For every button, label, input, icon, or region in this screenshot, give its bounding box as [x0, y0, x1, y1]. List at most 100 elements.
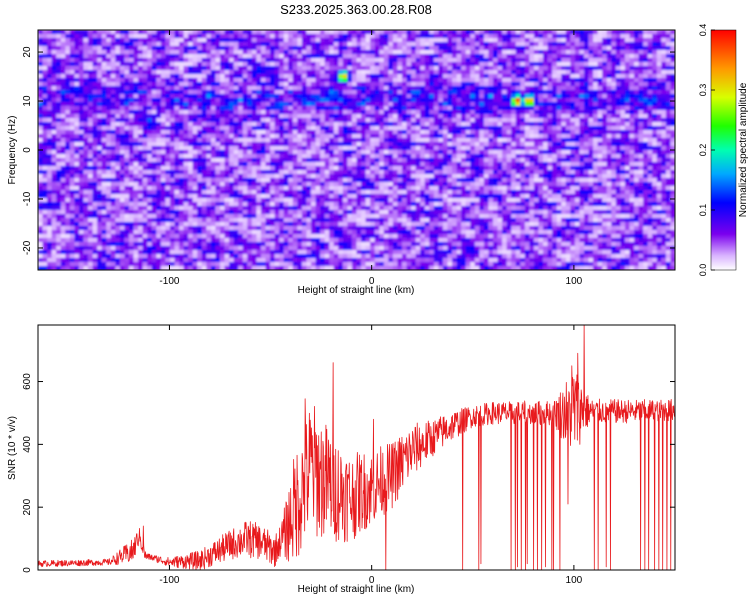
heatmap-cell	[92, 34, 98, 39]
heatmap-cell	[51, 154, 57, 159]
heatmap-cell	[356, 86, 362, 91]
heatmap-cell	[429, 70, 435, 75]
heatmap-cell	[579, 50, 585, 55]
heatmap-cell	[115, 138, 121, 143]
heatmap-cell	[347, 154, 353, 159]
heatmap-cell	[383, 70, 389, 75]
heatmap-cell	[356, 54, 362, 59]
heatmap-cell	[60, 110, 66, 115]
heatmap-cell	[634, 162, 640, 167]
heatmap-cell	[379, 98, 385, 103]
heatmap-cell	[520, 86, 526, 91]
heatmap-cell	[292, 102, 298, 107]
heatmap-cell	[615, 42, 621, 47]
heatmap-cell	[110, 86, 116, 91]
heatmap-cell	[133, 142, 139, 147]
heatmap-cell	[42, 138, 48, 143]
heatmap-cell	[320, 94, 326, 99]
heatmap-cell	[315, 86, 321, 91]
heatmap-cell	[402, 138, 408, 143]
heatmap-cell	[620, 150, 626, 155]
heatmap-cell	[561, 82, 567, 87]
heatmap-cell	[424, 70, 430, 75]
heatmap-cell	[229, 78, 235, 83]
heatmap-cell	[374, 146, 380, 151]
heatmap-cell	[365, 102, 371, 107]
heatmap-cell	[388, 114, 394, 119]
heatmap-cell	[584, 46, 590, 51]
heatmap-cell	[561, 154, 567, 159]
heatmap-cell	[160, 146, 166, 151]
heatmap-cell	[201, 82, 207, 87]
heatmap-cell	[365, 90, 371, 95]
heatmap-cell	[552, 98, 558, 103]
heatmap-cell	[147, 166, 153, 171]
heatmap-cell	[611, 82, 617, 87]
heatmap-cell	[397, 166, 403, 171]
heatmap-cell	[461, 78, 467, 83]
heatmap-cell	[342, 74, 348, 79]
heatmap-cell	[192, 118, 198, 123]
heatmap-cell	[502, 58, 508, 63]
heatmap-cell	[188, 118, 194, 123]
heatmap-cell	[488, 78, 494, 83]
heatmap-cell	[192, 66, 198, 71]
heatmap-cell	[543, 86, 549, 91]
heatmap-cell	[174, 46, 180, 51]
heatmap-cell	[251, 122, 257, 127]
heatmap-cell	[351, 70, 358, 75]
heatmap-cell	[220, 134, 226, 139]
heatmap-cell	[488, 30, 494, 35]
heatmap-cell	[65, 94, 71, 99]
heatmap-cell	[329, 110, 335, 115]
heatmap-cell	[420, 70, 426, 75]
heatmap-cell	[661, 130, 667, 135]
heatmap-cell	[497, 166, 503, 171]
heatmap-cell	[579, 134, 585, 139]
heatmap-cell	[361, 38, 367, 43]
heatmap-cell	[142, 110, 148, 115]
heatmap-cell	[506, 94, 512, 99]
heatmap-cell	[479, 38, 485, 43]
heatmap-cell	[333, 126, 339, 131]
heatmap-cell	[347, 54, 353, 59]
heatmap-cell	[201, 158, 207, 163]
heatmap-cell	[69, 30, 75, 35]
heatmap-cell	[119, 166, 126, 171]
heatmap-cell	[565, 158, 571, 163]
heatmap-cell	[119, 86, 126, 91]
heatmap-cell	[615, 102, 621, 107]
heatmap-cell	[547, 162, 553, 167]
heatmap-cell	[324, 134, 330, 139]
heatmap-cell	[656, 106, 662, 111]
heatmap-cell	[665, 66, 672, 71]
heatmap-cell	[38, 118, 44, 123]
heatmap-cell	[306, 46, 312, 51]
heatmap-cell	[169, 38, 176, 43]
heatmap-cell	[315, 30, 321, 35]
heatmap-cell	[579, 38, 585, 43]
heatmap-cell	[652, 98, 658, 103]
heatmap-cell	[661, 134, 667, 139]
heatmap-cell	[643, 54, 649, 59]
heatmap-cell	[165, 86, 171, 91]
heatmap-cell	[351, 170, 358, 175]
heatmap-cell	[565, 38, 571, 43]
heatmap-cell	[47, 130, 53, 135]
heatmap-cell	[301, 98, 308, 103]
heatmap-cell	[602, 66, 608, 71]
heatmap-cell	[270, 86, 276, 91]
heatmap-cell	[624, 150, 631, 155]
heatmap-cell	[183, 170, 189, 175]
heatmap-cell	[247, 142, 253, 147]
heatmap-cell	[88, 106, 94, 111]
heatmap-cell	[456, 166, 462, 171]
heatmap-cell	[611, 62, 617, 67]
heatmap-cell	[160, 86, 166, 91]
heatmap-cell	[388, 46, 394, 51]
heatmap-cell	[524, 54, 530, 59]
heatmap-cell	[497, 90, 503, 95]
heatmap-cell	[565, 98, 571, 103]
heatmap-cell	[533, 126, 540, 131]
heatmap-cell	[78, 146, 85, 151]
